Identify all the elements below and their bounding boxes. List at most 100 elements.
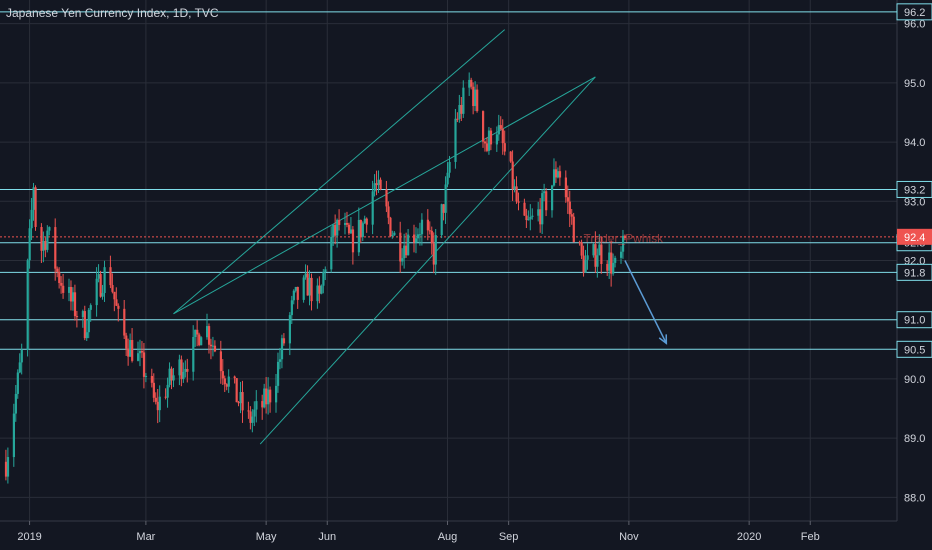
candle-body: [278, 359, 282, 362]
candle-body: [527, 219, 530, 221]
candle-body: [541, 193, 544, 225]
candle-body: [138, 350, 142, 354]
candle-body: [223, 378, 226, 385]
candle-body: [432, 243, 435, 265]
candle-body: [347, 224, 351, 234]
candle-body: [32, 187, 35, 210]
candle-body: [413, 234, 416, 243]
candle-body: [584, 259, 587, 273]
candle-body: [85, 332, 88, 339]
candle-body: [89, 305, 92, 310]
candle-body: [614, 257, 617, 263]
candle-body: [294, 286, 297, 291]
candle-body: [263, 388, 266, 408]
candle-body: [334, 224, 337, 236]
candle-body: [566, 197, 569, 202]
candle-body: [446, 172, 449, 185]
candle-body: [304, 273, 307, 278]
candle-body: [592, 244, 595, 256]
candle-body: [598, 244, 601, 256]
candle-body: [87, 309, 90, 333]
candle-body: [131, 340, 134, 361]
candle-body: [610, 252, 613, 274]
candle-body: [420, 219, 424, 235]
candle-body: [192, 337, 195, 372]
candle-body: [113, 291, 116, 300]
candle-body: [75, 316, 79, 318]
candle-body: [255, 401, 258, 410]
candle-body: [316, 285, 319, 302]
candle-body: [620, 251, 623, 258]
candle-body: [109, 267, 112, 286]
channel-line-lower: [259, 76, 596, 445]
candle-body: [81, 311, 84, 318]
time-tick-label: Aug: [438, 531, 458, 543]
candle-body: [54, 227, 57, 269]
candle-body: [20, 349, 23, 363]
candle-body: [308, 277, 311, 296]
candle-body: [570, 214, 573, 217]
candle-body: [586, 255, 589, 260]
level-price-label: 91.0: [904, 315, 925, 327]
candle-body: [596, 255, 599, 267]
candle-body: [251, 416, 254, 423]
candle-body: [564, 177, 567, 198]
candle-body: [351, 229, 355, 253]
candle-body: [414, 238, 418, 243]
candle-body: [142, 352, 146, 377]
candle-body: [470, 79, 473, 87]
time-axis: [0, 521, 932, 550]
price-tick-label: 88.0: [904, 492, 925, 504]
candle-body: [537, 209, 540, 216]
candle-body: [399, 232, 402, 262]
candle-body: [539, 209, 542, 225]
candle-body: [379, 179, 382, 190]
candle-body: [511, 161, 514, 190]
candle-body: [336, 219, 339, 236]
candle-body: [606, 264, 609, 271]
candle-body: [48, 227, 51, 231]
candle-body: [361, 223, 364, 237]
candle-body: [182, 371, 185, 380]
candle-body: [612, 262, 615, 274]
candle-body: [345, 223, 349, 225]
candle-body: [529, 216, 532, 220]
time-tick-label: Jun: [318, 531, 336, 543]
level-price-label: 91.8: [904, 267, 925, 279]
candle-body: [18, 362, 21, 373]
watermark-text: Trader_Pwhisk: [584, 232, 665, 246]
candle-body: [393, 232, 396, 236]
candle-body: [253, 409, 256, 417]
candle-body: [503, 143, 506, 152]
candle-body: [241, 392, 244, 411]
candle-body: [46, 230, 49, 250]
candle-body: [111, 285, 114, 292]
candle-body: [552, 169, 556, 186]
candle-body: [180, 359, 183, 380]
candle-body: [290, 300, 293, 316]
candle-body: [103, 267, 106, 294]
candle-body: [485, 143, 489, 151]
candle-body: [302, 277, 305, 300]
candle-body: [363, 218, 366, 224]
candle-body: [623, 235, 627, 238]
candle-body: [349, 229, 353, 234]
candle-body: [83, 311, 86, 339]
candle-body: [545, 191, 548, 211]
candle-body: [501, 128, 504, 144]
candle-body: [460, 104, 463, 114]
candle-body: [428, 230, 431, 232]
candle-body: [207, 326, 211, 345]
projection-arrow: [624, 260, 668, 344]
candle-body: [14, 393, 17, 414]
candle-body: [239, 392, 242, 404]
candle-body: [115, 299, 118, 306]
candle-body: [170, 368, 173, 381]
candle-body: [247, 410, 250, 412]
candle-body: [578, 242, 581, 244]
candle-body: [357, 219, 360, 253]
candle-body: [168, 368, 171, 385]
candle-body: [513, 186, 516, 190]
